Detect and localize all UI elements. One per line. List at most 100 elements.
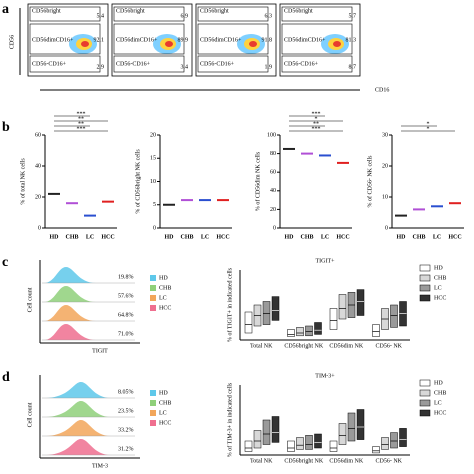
y-tick-label: 60 bbox=[35, 132, 41, 138]
box bbox=[287, 329, 295, 337]
gate bbox=[29, 55, 101, 73]
percent-label: 31.2% bbox=[118, 446, 134, 452]
axis-label: Cell count bbox=[27, 287, 33, 312]
box bbox=[244, 311, 253, 334]
x-tick-label: LC bbox=[201, 234, 209, 240]
box bbox=[399, 428, 407, 447]
gate-value: 6.9 bbox=[181, 13, 189, 19]
flow-plot bbox=[195, 3, 277, 77]
gate bbox=[29, 6, 101, 22]
legend-label: CHB bbox=[434, 390, 446, 396]
box bbox=[356, 409, 365, 440]
percent-label: 57.6% bbox=[118, 293, 134, 299]
legend-swatch bbox=[419, 379, 431, 387]
box bbox=[338, 423, 347, 445]
panel-label: a bbox=[2, 2, 9, 17]
box bbox=[287, 440, 295, 452]
legend-label: HCC bbox=[434, 295, 446, 301]
x-tick-label: HD bbox=[397, 234, 407, 240]
box bbox=[262, 419, 271, 445]
gate-label: CD56bright bbox=[200, 8, 229, 14]
sig-label: ** bbox=[78, 116, 84, 122]
box bbox=[329, 440, 338, 452]
legend-label: CHB bbox=[159, 285, 171, 291]
x-tick-label: CHB bbox=[180, 234, 193, 240]
box bbox=[314, 322, 322, 335]
y-tick-label: 20 bbox=[270, 207, 276, 213]
gate-label: CD56dimCD16+ bbox=[32, 37, 74, 43]
x-tick-label: HCC bbox=[336, 234, 349, 240]
legend-swatch bbox=[150, 305, 156, 311]
gate bbox=[197, 23, 269, 55]
box bbox=[305, 435, 313, 450]
box bbox=[372, 324, 380, 337]
gate-value: 1.9 bbox=[265, 64, 273, 70]
sig-label: * bbox=[427, 126, 430, 132]
gate-value: 92.1 bbox=[94, 37, 105, 43]
gate-label: CD56dimCD16+ bbox=[116, 37, 158, 43]
percent-label: 71.0% bbox=[118, 331, 134, 337]
axis-label: Cell count bbox=[27, 402, 33, 427]
histogram bbox=[44, 420, 111, 436]
x-tick-label: HCC bbox=[216, 234, 229, 240]
legend-swatch bbox=[419, 274, 431, 282]
y-tick-label: 30 bbox=[382, 132, 388, 138]
x-tick-label: HD bbox=[50, 234, 60, 240]
legend-label: LC bbox=[434, 285, 442, 291]
y-axis-label: % of CD56- NK cells bbox=[366, 155, 373, 208]
gate bbox=[197, 6, 269, 22]
sig-label: *** bbox=[312, 126, 321, 132]
x-tick-label: LC bbox=[86, 234, 94, 240]
legend-label: HD bbox=[434, 265, 443, 271]
sig-label: *** bbox=[312, 111, 321, 117]
y-axis-label: % of TIGIT+ in indicated cells bbox=[226, 267, 233, 342]
group-label: CD56bright NK bbox=[284, 458, 324, 464]
legend-swatch bbox=[419, 284, 431, 292]
percent-label: 64.8% bbox=[118, 312, 134, 318]
legend-swatch bbox=[150, 420, 156, 426]
y-axis-label: % of TIM-3+ in indicated cells bbox=[226, 382, 233, 457]
gate-label: CD56dimCD16+ bbox=[200, 37, 242, 43]
sig-label: * bbox=[427, 121, 430, 127]
legend-swatch bbox=[419, 264, 431, 272]
legend-label: LC bbox=[159, 410, 167, 416]
gate-value: 2.9 bbox=[97, 64, 105, 70]
box bbox=[305, 325, 313, 337]
gate-label: CD56-CD16+ bbox=[32, 61, 67, 67]
x-tick-label: LC bbox=[433, 234, 441, 240]
gate bbox=[281, 55, 353, 73]
legend-label: LC bbox=[159, 295, 167, 301]
gate-value: 89.9 bbox=[178, 37, 189, 43]
gate-label: CD56bright bbox=[284, 8, 313, 14]
histogram bbox=[44, 286, 96, 302]
sig-label: ** bbox=[78, 121, 84, 127]
box bbox=[338, 294, 347, 320]
panel-label: d bbox=[2, 370, 10, 385]
legend-label: LC bbox=[434, 400, 442, 406]
y-tick-label: 40 bbox=[270, 188, 276, 194]
histogram bbox=[44, 382, 111, 398]
axis-label: CD56 bbox=[9, 35, 15, 49]
legend-swatch bbox=[150, 275, 156, 281]
gate-value: 5.4 bbox=[97, 13, 105, 19]
legend-swatch bbox=[150, 390, 156, 396]
density bbox=[249, 41, 257, 47]
x-tick-label: HD bbox=[165, 234, 175, 240]
y-tick-label: 40 bbox=[35, 163, 41, 169]
gate-label: CD56dimCD16+ bbox=[284, 37, 326, 43]
box bbox=[347, 412, 356, 442]
y-tick-label: 0 bbox=[385, 225, 388, 231]
box bbox=[390, 432, 398, 449]
histogram bbox=[44, 401, 111, 417]
gate-value: 3.4 bbox=[181, 64, 189, 70]
histogram bbox=[44, 267, 96, 283]
gate-label: CD56-CD16+ bbox=[116, 61, 151, 67]
percent-label: 8.05% bbox=[118, 389, 134, 395]
box bbox=[296, 327, 304, 337]
gate bbox=[281, 23, 353, 55]
box bbox=[381, 437, 389, 450]
x-tick-label: CHB bbox=[65, 234, 78, 240]
box bbox=[253, 430, 262, 449]
y-tick-label: 80 bbox=[270, 151, 276, 157]
